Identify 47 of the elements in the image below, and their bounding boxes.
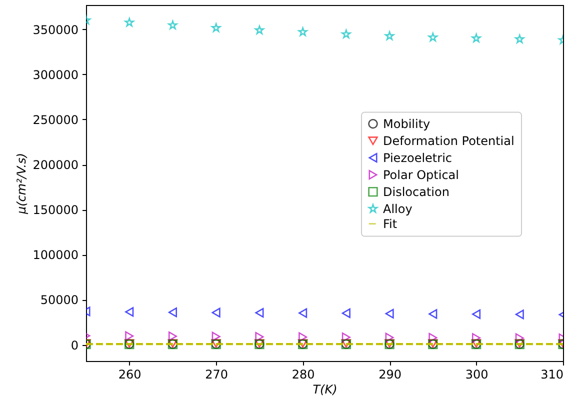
point	[168, 331, 177, 342]
point	[125, 331, 134, 341]
legend-label: Deformation Potential	[383, 134, 514, 148]
point	[384, 31, 394, 40]
point	[298, 308, 308, 318]
y-tick-label: 50000	[40, 293, 78, 308]
point	[212, 332, 220, 342]
point	[515, 310, 524, 320]
x-tick-label: 260	[118, 368, 142, 382]
point	[515, 333, 524, 343]
y-tick-label: 0	[70, 338, 78, 352]
point	[428, 309, 438, 319]
x-tick-label: 310	[540, 368, 564, 382]
y-tick-label: 350000	[32, 22, 78, 37]
legend-label: Alloy	[383, 202, 412, 216]
point	[168, 308, 177, 318]
legend-label: Mobility	[383, 116, 430, 131]
point	[212, 308, 220, 318]
point	[298, 332, 308, 342]
point	[255, 332, 264, 342]
x-axis-title: T(K)	[312, 382, 338, 396]
y-axis-title: μ(cm²/V.s)	[14, 152, 29, 216]
point	[125, 307, 134, 317]
x-tick-label: 290	[378, 368, 402, 382]
point	[342, 332, 350, 342]
y-tick-label: 100000	[32, 248, 78, 262]
point	[385, 308, 394, 319]
legend-label: Piezoeletric	[383, 150, 452, 165]
y-tick-label: 200000	[32, 158, 78, 172]
point	[428, 332, 438, 343]
point	[211, 23, 221, 32]
point	[472, 309, 481, 319]
point	[428, 32, 438, 42]
point	[385, 332, 394, 342]
y-tick-label: 150000	[32, 203, 78, 218]
x-tick-label: 270	[205, 368, 228, 382]
point	[255, 308, 264, 318]
x-tick-label: 300	[465, 368, 488, 382]
y-tick-label: 300000	[32, 68, 78, 82]
legend-label: Fit	[383, 216, 398, 231]
point	[472, 333, 481, 343]
legend-label: Dislocation	[383, 184, 450, 199]
y-tick-label: 250000	[32, 112, 78, 127]
point	[254, 25, 264, 34]
legend-label: Polar Optical	[383, 168, 459, 182]
point	[342, 308, 350, 318]
x-tick-label: 280	[292, 368, 315, 382]
